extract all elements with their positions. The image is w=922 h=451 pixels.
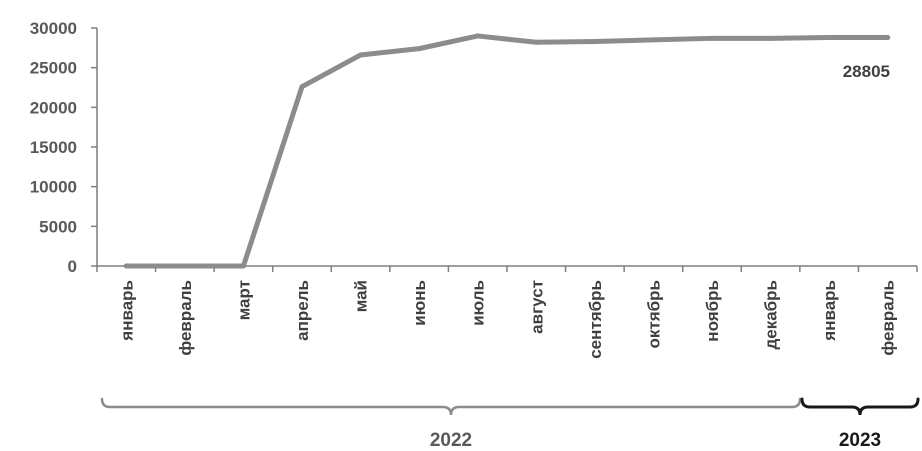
data-point — [416, 46, 422, 52]
data-point — [240, 263, 246, 269]
data-point — [885, 34, 891, 40]
x-tick-label: ноябрь — [703, 280, 722, 342]
y-tick-label: 5000 — [39, 217, 77, 236]
data-point — [650, 37, 656, 43]
y-axis: 0 5000 10000 15000 20000 25000 30000 — [30, 19, 98, 276]
data-point — [123, 263, 129, 269]
data-point — [768, 35, 774, 41]
data-point — [709, 35, 715, 41]
last-value-label: 28805 — [843, 62, 890, 81]
x-tick-label: июль — [469, 280, 488, 326]
data-point — [592, 38, 598, 44]
data-point — [826, 35, 832, 41]
data-point — [299, 84, 305, 90]
data-point — [533, 39, 539, 45]
data-point — [358, 52, 364, 58]
x-tick-label: январь — [820, 280, 839, 342]
data-point — [182, 263, 188, 269]
category-labels: январь февраль март апрель май июнь июль август… — [117, 280, 897, 359]
x-tick-label: январь — [117, 280, 136, 342]
x-tick-label: октябрь — [644, 280, 663, 348]
year-label: 2022 — [430, 430, 472, 451]
y-tick-label: 30000 — [30, 19, 77, 38]
y-tick-label: 25000 — [30, 59, 77, 78]
x-tick-label: август — [527, 280, 546, 334]
year-brace — [800, 397, 920, 416]
data-point — [475, 33, 481, 39]
x-tick-label: декабрь — [762, 280, 781, 350]
x-tick-label: февраль — [879, 280, 898, 356]
x-tick-label: апрель — [293, 280, 312, 341]
y-tick-label: 0 — [68, 257, 77, 276]
x-tick-label: май — [352, 280, 371, 312]
year-brace — [100, 397, 802, 416]
series-line — [123, 33, 891, 269]
x-tick-label: июнь — [410, 280, 429, 326]
x-tick-label: март — [234, 280, 253, 320]
y-tick-label: 20000 — [30, 98, 77, 117]
year-label: 2023 — [839, 430, 881, 451]
y-tick-label: 10000 — [30, 178, 77, 197]
x-tick-label: февраль — [176, 280, 195, 356]
year-braces: 2022 2023 — [100, 397, 920, 451]
series — [123, 33, 891, 269]
y-tick-label: 15000 — [30, 138, 77, 157]
x-tick-label: сентябрь — [586, 280, 605, 359]
